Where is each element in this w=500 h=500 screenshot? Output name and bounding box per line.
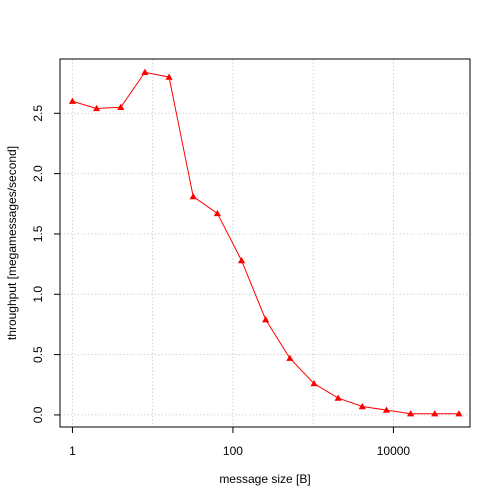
y-tick-label: 0.0	[31, 406, 45, 423]
data-point	[335, 394, 342, 400]
y-tick-label: 2.0	[31, 165, 45, 182]
data-point	[262, 316, 269, 322]
data-series	[69, 69, 463, 417]
grid	[60, 59, 470, 427]
data-point	[117, 104, 124, 110]
data-point	[69, 98, 76, 104]
x-tick-label: 100	[223, 444, 243, 458]
data-point	[238, 257, 245, 263]
y-tick-label: 2.5	[31, 105, 45, 122]
data-point	[214, 210, 221, 216]
y-axis-title: throughput [megamessages/second]	[5, 146, 19, 340]
x-axis-title: message size [B]	[219, 472, 310, 486]
data-point	[286, 355, 293, 361]
series-line	[72, 72, 459, 413]
data-point	[141, 69, 148, 75]
y-tick-label: 1.5	[31, 225, 45, 242]
y-tick-label: 0.5	[31, 346, 45, 363]
x-tick-label: 10000	[377, 444, 411, 458]
x-tick-label: 1	[69, 444, 76, 458]
data-point	[190, 193, 197, 199]
y-tick-label: 1.0	[31, 286, 45, 303]
axes: 1 100 10000 0.0 0.5 1.0 1.5 2.0 2.5	[31, 105, 410, 458]
plot-frame	[60, 59, 470, 427]
